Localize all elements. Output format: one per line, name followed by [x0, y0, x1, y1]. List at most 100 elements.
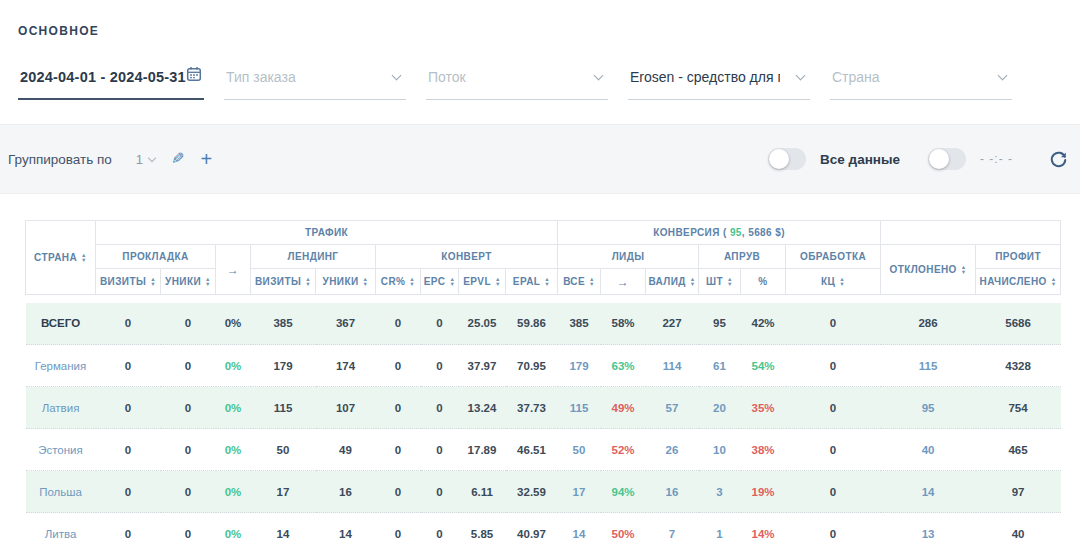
- data-cell: 385: [558, 303, 601, 345]
- data-cell: 115: [558, 387, 601, 429]
- data-cell: 14: [881, 471, 976, 513]
- plus-icon[interactable]: [201, 149, 213, 169]
- data-cell: 58%: [601, 303, 646, 345]
- data-cell: 0: [96, 387, 161, 429]
- data-cell: 0%: [216, 387, 251, 429]
- country-cell[interactable]: Польша: [26, 471, 96, 513]
- all-data-toggle[interactable]: [768, 148, 806, 170]
- data-cell: 7: [646, 513, 699, 551]
- sort-icon[interactable]: [409, 277, 415, 287]
- col-country[interactable]: СТРАНА: [26, 221, 96, 295]
- data-cell: 0: [161, 513, 216, 551]
- data-cell: 114: [646, 345, 699, 387]
- sort-icon[interactable]: [1051, 277, 1057, 287]
- col-epc[interactable]: EPC: [421, 269, 459, 295]
- chevron-down-icon: [392, 70, 402, 80]
- col-cr[interactable]: CR%: [376, 269, 421, 295]
- date-range-filter[interactable]: 2024-04-01 - 2024-05-31: [18, 64, 204, 100]
- col-landing-uniques[interactable]: УНИКИ: [316, 269, 376, 295]
- data-cell: 465: [976, 429, 1061, 471]
- sort-icon[interactable]: [690, 277, 696, 287]
- data-cell: 6.11: [459, 471, 506, 513]
- country-placeholder: Страна: [832, 69, 880, 85]
- chevron-down-icon: [148, 153, 156, 161]
- data-cell: 46.51: [506, 429, 558, 471]
- sort-icon[interactable]: [81, 253, 87, 263]
- refresh-icon[interactable]: [1049, 150, 1068, 169]
- data-cell: 17: [251, 471, 316, 513]
- sort-icon[interactable]: [544, 277, 550, 287]
- time-toggle[interactable]: [928, 148, 966, 170]
- chevron-down-icon: [594, 70, 604, 80]
- sort-icon[interactable]: [449, 277, 455, 287]
- chevron-down-icon: [796, 70, 806, 80]
- pencil-icon[interactable]: [171, 151, 184, 167]
- country-cell[interactable]: Литва: [26, 513, 96, 551]
- data-cell: 0: [376, 429, 421, 471]
- data-cell: 754: [976, 387, 1061, 429]
- col-epal[interactable]: EPAL: [506, 269, 558, 295]
- country-select[interactable]: Страна: [830, 64, 1012, 100]
- filters-section: ОСНОВНОЕ 2024-04-01 - 2024-05-31: [0, 0, 1080, 100]
- country-cell[interactable]: Латвия: [26, 387, 96, 429]
- data-cell: 42%: [741, 303, 786, 345]
- data-cell: 20: [699, 387, 741, 429]
- data-cell: 35%: [741, 387, 786, 429]
- group-profit: ПРОФИТ: [976, 245, 1061, 269]
- sort-icon[interactable]: [205, 277, 211, 287]
- offer-select[interactable]: Erosen - средство для п...: [628, 64, 810, 100]
- flow-placeholder: Поток: [428, 69, 466, 85]
- col-leads-all[interactable]: ВСЕ: [558, 269, 601, 295]
- col-approve-pcs[interactable]: ШТ: [699, 269, 741, 295]
- data-cell: 40: [976, 513, 1061, 551]
- data-cell: 0: [421, 513, 459, 551]
- toolbar: Группировать по 1 Все данные - -:- -: [0, 124, 1080, 194]
- col-leads-valid[interactable]: ВАЛИД: [646, 269, 699, 295]
- data-cell: 0: [96, 513, 161, 551]
- data-cell: 49%: [601, 387, 646, 429]
- sort-icon[interactable]: [150, 277, 156, 287]
- group-convert: КОНВЕРТ: [376, 245, 558, 269]
- col-landing-visits[interactable]: ВИЗИТЫ: [251, 269, 316, 295]
- data-cell: 26: [646, 429, 699, 471]
- data-cell: 179: [251, 345, 316, 387]
- col-approve-percent: %: [741, 269, 786, 295]
- col-epvl[interactable]: EPVL: [459, 269, 506, 295]
- table-row: Литва000%1414005.8540.971450%7114%01340: [26, 513, 1061, 551]
- data-cell: 0: [421, 429, 459, 471]
- data-cell: 0: [161, 387, 216, 429]
- data-cell: 0: [96, 303, 161, 345]
- col-accrued[interactable]: НАЧИСЛЕНО: [976, 269, 1061, 295]
- col-padding-visits[interactable]: ВИЗИТЫ: [96, 269, 161, 295]
- group-by-label: Группировать по: [8, 152, 112, 167]
- country-cell[interactable]: Германия: [26, 345, 96, 387]
- data-cell: 0: [786, 471, 881, 513]
- sort-icon[interactable]: [961, 265, 967, 275]
- data-cell: 61: [699, 345, 741, 387]
- col-padding-uniques[interactable]: УНИКИ: [161, 269, 216, 295]
- sort-icon[interactable]: [589, 277, 595, 287]
- col-declined[interactable]: ОТКЛОНЕНО: [881, 245, 976, 295]
- calendar-icon[interactable]: [186, 66, 202, 86]
- sort-icon[interactable]: [495, 277, 501, 287]
- data-cell: 95: [881, 387, 976, 429]
- data-cell: 0: [376, 345, 421, 387]
- group-by-select[interactable]: 1: [136, 152, 155, 167]
- data-cell: 38%: [741, 429, 786, 471]
- col-leads-arrow: →: [601, 269, 646, 295]
- sort-icon[interactable]: [305, 277, 311, 287]
- order-type-select[interactable]: Тип заказа: [224, 64, 406, 100]
- data-cell: 1: [699, 513, 741, 551]
- data-cell: 0: [96, 345, 161, 387]
- country-cell[interactable]: Эстония: [26, 429, 96, 471]
- dashboard: ОСНОВНОЕ 2024-04-01 - 2024-05-31: [0, 0, 1080, 551]
- sort-icon[interactable]: [839, 277, 845, 287]
- table-row: Польша000%1716006.1132.591794%16319%0149…: [26, 471, 1061, 513]
- date-range-value[interactable]: 2024-04-01 - 2024-05-31: [20, 69, 186, 85]
- data-cell: 13: [881, 513, 976, 551]
- sort-icon[interactable]: [363, 277, 369, 287]
- table-row: Германия000%1791740037.9770.9517963%1146…: [26, 345, 1061, 387]
- col-kc[interactable]: КЦ: [786, 269, 881, 295]
- flow-select[interactable]: Поток: [426, 64, 608, 100]
- sort-icon[interactable]: [727, 277, 733, 287]
